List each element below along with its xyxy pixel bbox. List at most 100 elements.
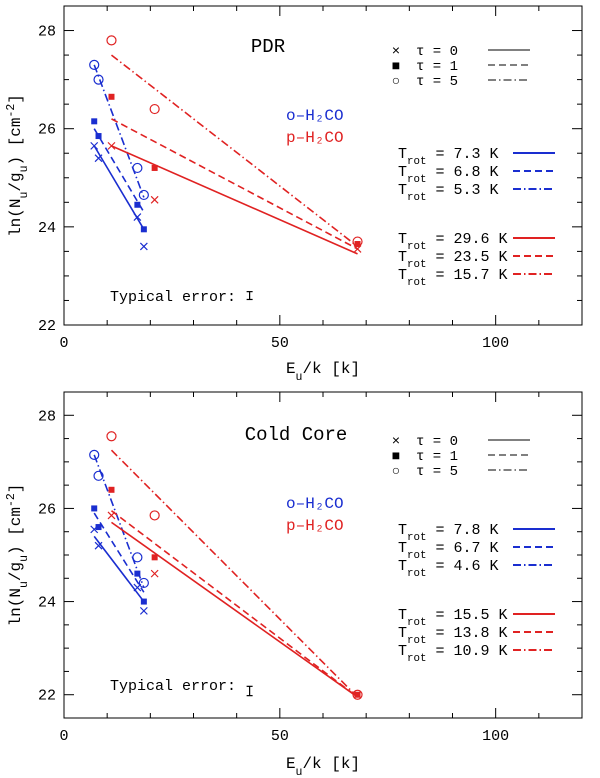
- data-point-cross: [150, 195, 159, 204]
- chart-panel-2: 0 50 100 22 24 26 28 Eu/k [k] ln(Nu/gu) [cm-2] Co…: [5, 391, 583, 778]
- data-point-circle: [89, 449, 100, 460]
- data-point-cross: [107, 511, 116, 520]
- data-point-square: [354, 691, 361, 698]
- data-point-cross: [139, 242, 148, 251]
- y-tick-label: 26: [38, 501, 56, 518]
- trot-legend-label: Trot = 10.9 K: [398, 643, 507, 665]
- x-axis-label: Eu/k [k]: [286, 755, 360, 778]
- tau-legend-label: τ = 5: [416, 74, 458, 90]
- data-point-circle: [138, 189, 149, 201]
- y-tick-label: 26: [38, 122, 56, 139]
- trot-legend-label: Trot = 4.6 K: [398, 558, 498, 580]
- tau-legend-marker: ○: [392, 74, 400, 90]
- trot-legend-label: Trot = 7.8 K: [398, 522, 498, 544]
- x-tick-label: 50: [271, 335, 289, 352]
- data-point-circle: [93, 74, 104, 85]
- data-point-circle: [106, 431, 117, 442]
- typical-error-label: Typical error:: [110, 289, 236, 306]
- fit-line: [111, 510, 359, 698]
- data-point-circle: [93, 470, 104, 481]
- data-point-cross-stroke: [107, 141, 116, 150]
- data-point-circle: [106, 35, 117, 46]
- y-tick-label: 24: [38, 220, 56, 237]
- x-tick-label: 100: [482, 335, 509, 352]
- data-point-circle: [138, 577, 149, 589]
- y-tick-label: 28: [38, 24, 56, 41]
- data-point-circle: [132, 162, 143, 174]
- tau-legend-label: τ = 0: [416, 434, 458, 450]
- data-point-cross-stroke: [150, 195, 159, 204]
- data-point-circle: [352, 236, 363, 247]
- trot-legend-label: Trot = 15.7 K: [398, 267, 507, 289]
- typical-error-label: Typical error:: [110, 678, 236, 695]
- x-axis-label: Eu/k [k]: [286, 360, 360, 384]
- chart-title: Cold Core: [245, 424, 348, 446]
- data-point-square: [140, 598, 147, 605]
- tau-legend-marker: ○: [392, 464, 400, 480]
- x-tick-label: 50: [271, 728, 289, 745]
- data-point-square: [108, 93, 115, 100]
- data-point-cross: [133, 213, 142, 221]
- data-point-square: [108, 486, 115, 493]
- tau-legend-marker: ■: [392, 449, 400, 465]
- data-point-square: [95, 133, 102, 140]
- y-tick-label: 28: [38, 408, 56, 425]
- data-point-circle: [132, 552, 143, 563]
- y-tick-label: 22: [38, 688, 56, 705]
- species-label: o–H₂CO: [286, 495, 344, 513]
- fit-line: [93, 128, 145, 213]
- tau-legend-label: τ = 1: [416, 59, 458, 75]
- data-point-cross-stroke: [94, 154, 103, 163]
- data-point-circle: [149, 103, 160, 115]
- data-point-cross: [107, 141, 116, 150]
- species-label: p–H₂CO: [286, 517, 344, 535]
- data-point-square: [95, 524, 102, 531]
- data-point-square: [134, 201, 141, 208]
- data-point-cross-stroke: [150, 569, 159, 578]
- tau-legend-label: τ = 1: [416, 449, 458, 465]
- tau-legend-label: τ = 0: [416, 44, 458, 60]
- species-label: o–H₂CO: [286, 107, 344, 125]
- fit-line: [111, 521, 358, 698]
- fit-line: [110, 449, 359, 698]
- trot-legend-label: Trot = 23.5 K: [398, 249, 507, 271]
- trot-legend-label: Trot = 6.7 K: [398, 540, 498, 562]
- trot-legend-label: Trot = 13.8 K: [398, 625, 507, 647]
- trot-legend-label: Trot = 5.3 K: [398, 182, 498, 204]
- trot-legend-label: Trot = 7.3 K: [398, 146, 498, 168]
- fit-line: [93, 64, 145, 198]
- data-point-square: [91, 118, 98, 125]
- tau-legend-marker: ×: [392, 44, 400, 60]
- data-point-square: [151, 164, 158, 171]
- trot-legend-label: Trot = 15.5 K: [398, 607, 507, 629]
- fit-line: [110, 54, 359, 248]
- x-tick-label: 0: [59, 728, 68, 745]
- data-point-cross: [94, 541, 103, 550]
- tau-legend-marker: ×: [392, 434, 400, 450]
- y-axis-label: ln(Nu/gu) [cm-2]: [5, 484, 31, 627]
- data-point-cross: [139, 606, 148, 615]
- data-point-cross: [94, 154, 103, 163]
- tau-legend-marker: ■: [392, 59, 400, 75]
- data-point-square: [134, 570, 141, 577]
- data-point-square: [151, 554, 158, 561]
- y-tick-label: 24: [38, 595, 56, 612]
- y-axis-label: ln(Nu/gu) [cm-2]: [5, 94, 31, 237]
- fit-line: [111, 118, 358, 250]
- x-tick-label: 100: [482, 728, 509, 745]
- data-point-square: [140, 226, 147, 233]
- data-point-cross-stroke: [90, 141, 99, 150]
- trot-legend-label: Trot = 6.8 K: [398, 164, 498, 186]
- data-point-cross-stroke: [94, 541, 103, 550]
- data-point-cross-stroke: [139, 242, 148, 251]
- chart-panel-1: 0 50 100 22 24 26 28 Eu/k [k] ln(Nu/gu) [cm-2] PD…: [5, 5, 583, 384]
- fit-line: [111, 145, 358, 255]
- data-point-circle: [149, 510, 160, 521]
- tau-legend-label: τ = 5: [416, 464, 458, 480]
- data-point-cross: [90, 141, 99, 150]
- y-tick-label: 22: [38, 318, 56, 335]
- x-tick-label: 0: [59, 335, 68, 352]
- data-point-square: [354, 241, 361, 248]
- data-point-cross-stroke: [107, 511, 116, 520]
